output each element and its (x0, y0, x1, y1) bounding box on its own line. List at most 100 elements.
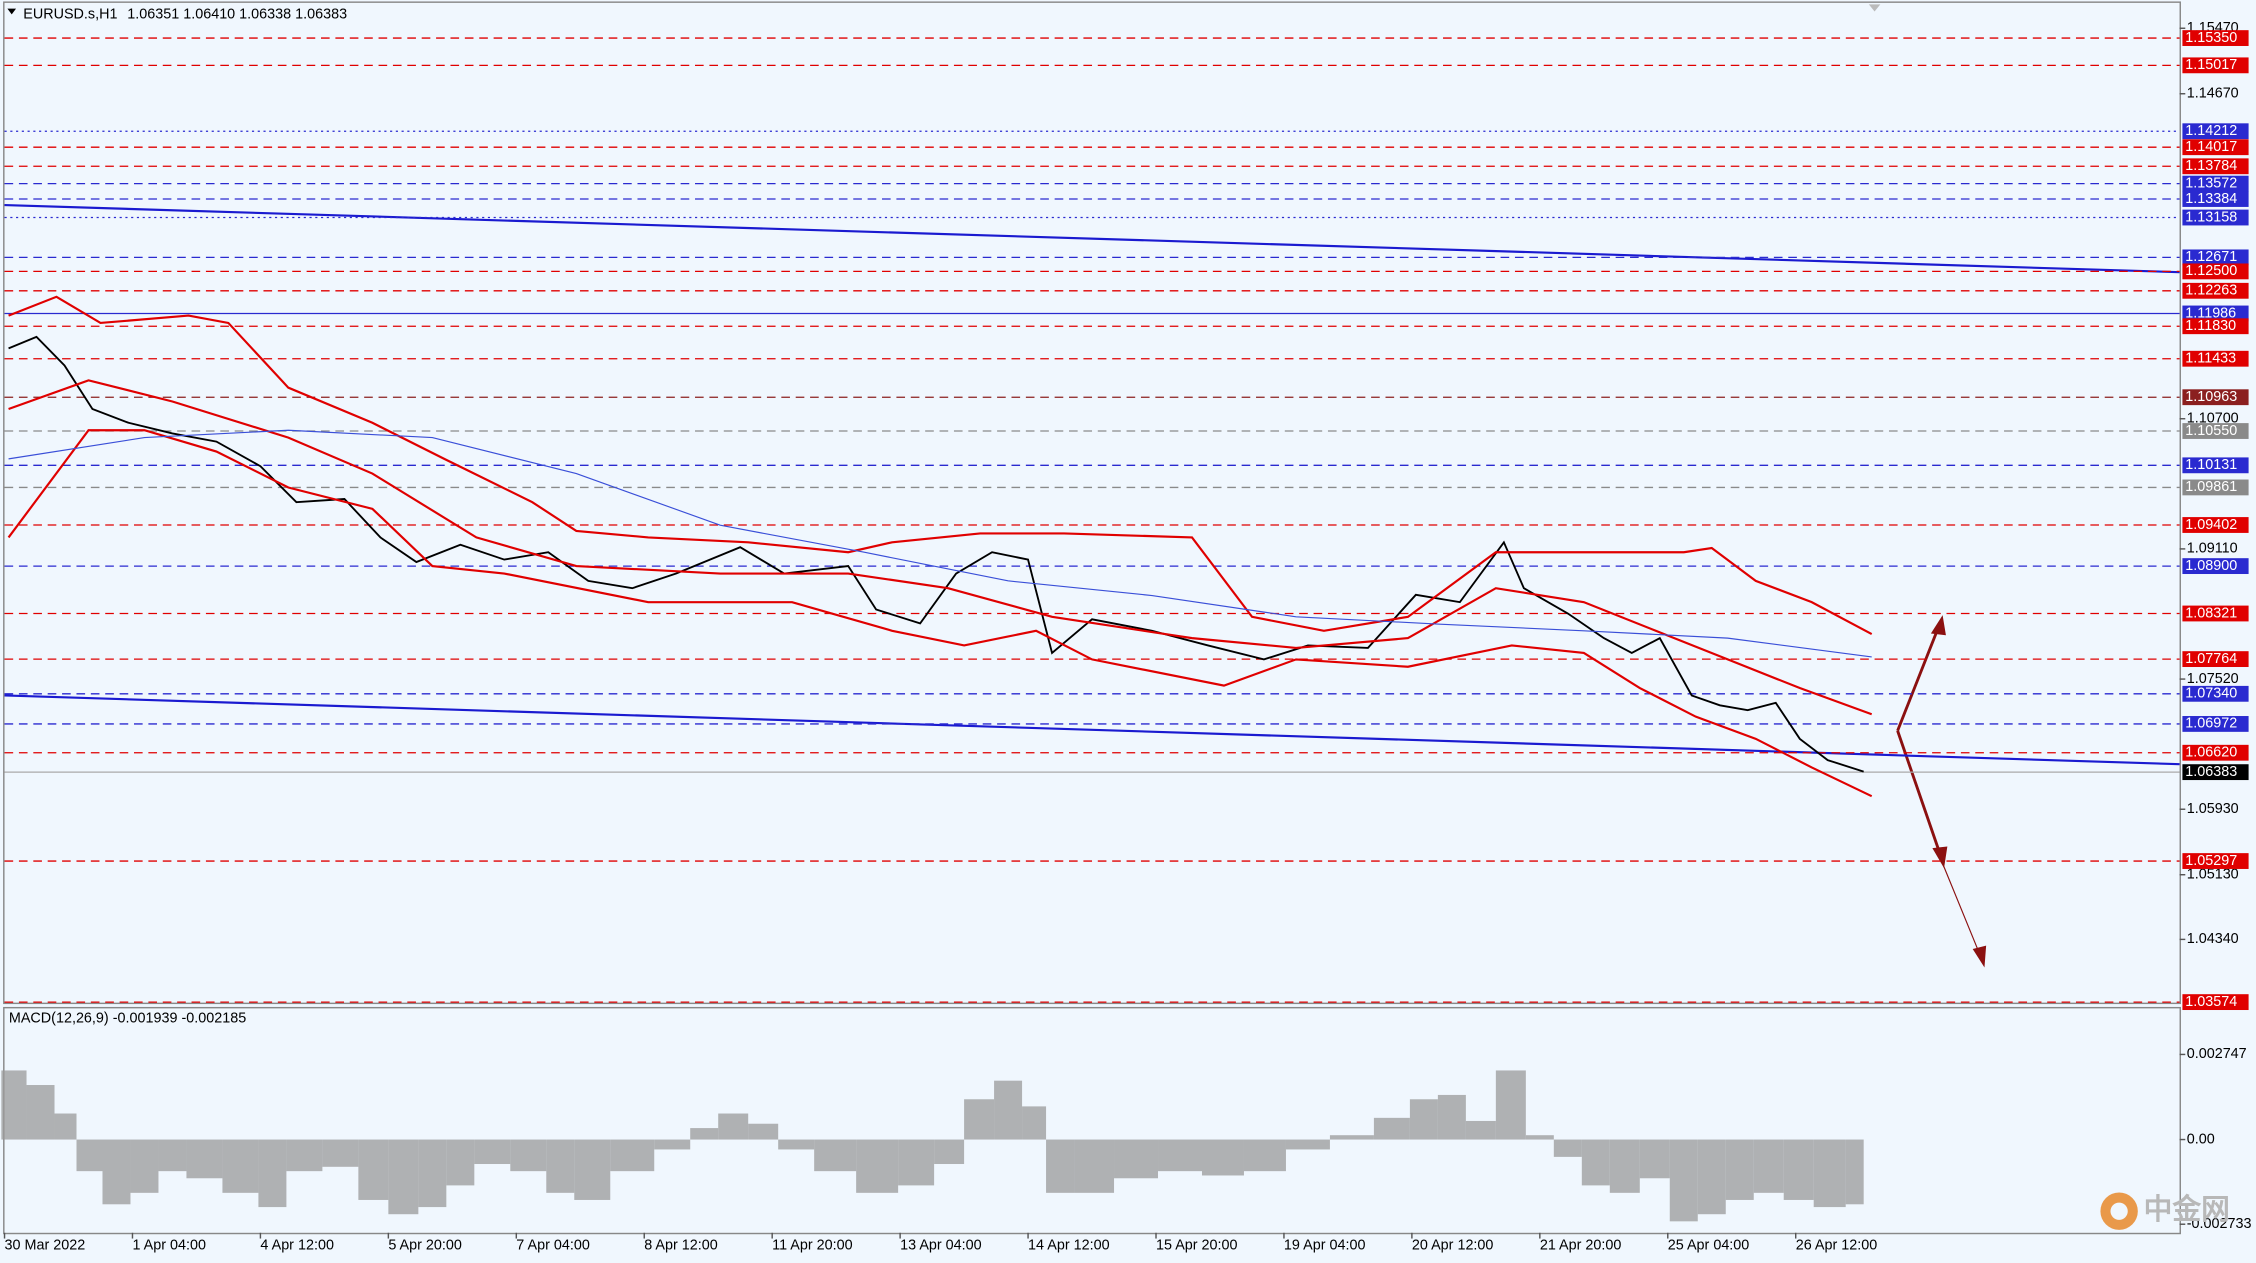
macd-bar (474, 1139, 511, 1165)
level-label: 1.03574 (2185, 994, 2237, 1010)
level-label-bg (2182, 651, 2249, 668)
y-tick-label: 1.10700 (2187, 411, 2239, 427)
macd-bar (718, 1113, 749, 1140)
level-label: 1.09861 (2185, 479, 2237, 495)
y-tick-label: 0.00 (2187, 1131, 2215, 1147)
watermark: 中金网 (2100, 1192, 2230, 1230)
macd-bar (546, 1139, 575, 1193)
y-tick-label: 1.07520 (2187, 671, 2239, 687)
level-label: 1.10131 (2185, 457, 2237, 473)
macd-bar (446, 1139, 475, 1186)
level-label-bg (2182, 605, 2249, 622)
macd-bar (130, 1139, 159, 1193)
macd-bar (1813, 1139, 1846, 1208)
level-label: 1.10963 (2185, 389, 2237, 405)
x-tick-label: 21 Apr 20:00 (1540, 1238, 1622, 1254)
price-line (8, 295, 1873, 636)
macd-bar (1201, 1139, 1244, 1176)
level-label: 1.13384 (2185, 191, 2237, 207)
y-tick-label: 1.04340 (2187, 931, 2239, 947)
level-label-bg (2182, 744, 2249, 761)
level-label-bg (2182, 191, 2249, 207)
macd-bar (654, 1139, 691, 1150)
level-label: 1.05297 (2185, 853, 2237, 869)
macd-bar (1437, 1094, 1466, 1140)
macd-bar (54, 1113, 77, 1140)
price-line (8, 429, 1872, 658)
level-label: 1.07340 (2185, 686, 2237, 702)
level-label-bg (2182, 123, 2249, 140)
x-tick-label: 25 Apr 04:00 (1668, 1238, 1750, 1254)
macd-bar (1243, 1139, 1286, 1172)
level-label: 1.13784 (2185, 158, 2237, 174)
level-label-bg (2182, 175, 2249, 192)
level-label: 1.13572 (2185, 175, 2237, 191)
x-tick-label: 7 Apr 04:00 (516, 1238, 590, 1254)
arrow-down-2 (1943, 865, 1983, 962)
level-label: 1.06972 (2185, 716, 2237, 732)
level-label-bg (2182, 318, 2249, 335)
macd-bar (258, 1139, 287, 1208)
macd-bar (690, 1128, 719, 1140)
macd-bar (1, 1070, 27, 1140)
watermark-logo-inner (2110, 1202, 2128, 1220)
level-label-bg (2182, 517, 2249, 533)
macd-bar (1329, 1135, 1374, 1140)
level-label-bg (2182, 158, 2249, 175)
scroll-marker (1868, 4, 1881, 12)
symbol: EURUSD.s,H1 (23, 6, 117, 22)
level-label-bg (2182, 853, 2249, 869)
macd-bar (1046, 1139, 1075, 1193)
macd-bar (418, 1139, 447, 1208)
menu-triangle (7, 8, 17, 15)
macd-bar (1074, 1139, 1115, 1193)
y-tick-label: 1.05930 (2187, 801, 2239, 817)
level-label-bg (2182, 457, 2249, 474)
level-label-bg (2182, 249, 2249, 266)
header: EURUSD.s,H1 1.06351 1.06410 1.06338 1.06… (23, 6, 347, 22)
macd-bar (1114, 1139, 1159, 1179)
trend-line (4, 204, 2180, 274)
macd-bar (322, 1139, 359, 1167)
macd-bar (1495, 1070, 1526, 1140)
watermark-text: 中金网 (2144, 1193, 2230, 1226)
macd-bar (358, 1139, 389, 1200)
arrow-up (1896, 620, 1943, 732)
macd-bar (26, 1085, 55, 1140)
macd-bar (1581, 1139, 1610, 1186)
high: 1.06410 (183, 6, 235, 22)
macd-bar (1525, 1135, 1554, 1140)
level-label: 1.08321 (2185, 605, 2237, 621)
level-label: 1.07764 (2185, 651, 2237, 667)
macd-bar (574, 1139, 611, 1200)
level-label-bg (2182, 282, 2249, 299)
level-label-bg (2182, 139, 2249, 156)
macd-bar (1697, 1139, 1726, 1215)
level-label: 1.06620 (2185, 745, 2237, 761)
macd-bar (510, 1139, 547, 1172)
macd-bar (898, 1139, 935, 1186)
price-line (8, 379, 1873, 716)
level-label-bg (2182, 994, 2249, 1011)
level-label-bg (2182, 423, 2249, 439)
macd-bar (1373, 1117, 1410, 1140)
level-label: 1.12500 (2185, 263, 2237, 279)
macd-signal: -0.002185 (181, 1010, 246, 1026)
x-tick-label: 26 Apr 12:00 (1796, 1238, 1878, 1254)
macd-bar (610, 1139, 655, 1172)
macd-bar (222, 1139, 259, 1193)
macd-main: -0.001939 (113, 1010, 178, 1026)
macd-title: MACD(12,26,9) (9, 1010, 109, 1026)
macd-bar (1409, 1099, 1438, 1140)
level-label-bg (2182, 685, 2249, 702)
y-tick-label: 1.05130 (2187, 867, 2239, 883)
level-label-bg (2182, 350, 2249, 367)
x-tick-label: 20 Apr 12:00 (1412, 1238, 1494, 1254)
level-label: 1.11986 (2185, 305, 2236, 321)
macd-bar (1725, 1139, 1754, 1200)
open: 1.06351 (127, 6, 179, 22)
price-line (8, 335, 1864, 773)
level-label: 1.14017 (2185, 139, 2237, 155)
level-label: 1.14212 (2185, 123, 2237, 139)
